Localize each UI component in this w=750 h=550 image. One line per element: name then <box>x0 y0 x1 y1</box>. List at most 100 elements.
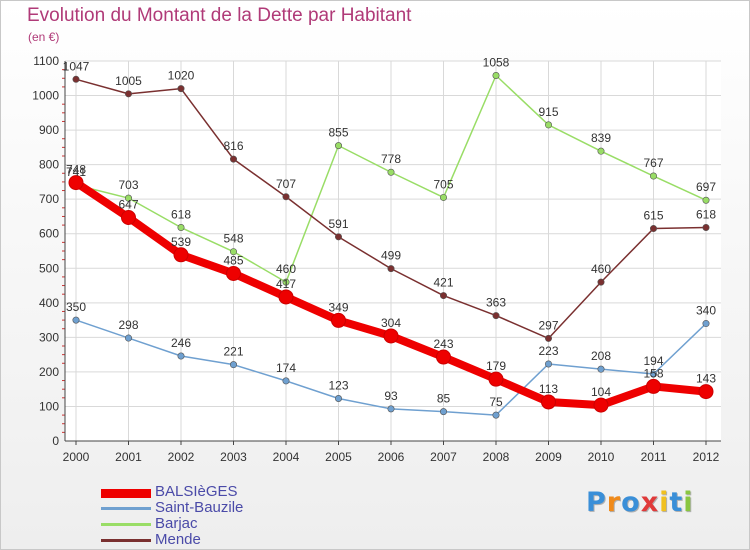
data-label: 499 <box>381 249 401 263</box>
data-label: 223 <box>538 344 558 358</box>
data-label: 741 <box>66 165 86 179</box>
data-point <box>125 194 133 202</box>
y-tick-label: 500 <box>39 261 59 275</box>
data-label: 539 <box>171 235 191 249</box>
x-tick-label: 2009 <box>535 450 562 464</box>
data-point <box>334 395 342 403</box>
data-point <box>334 142 342 150</box>
logo-letter: i <box>659 487 670 518</box>
y-tick-label: 900 <box>39 123 59 137</box>
y-tick-label: 300 <box>39 330 59 344</box>
data-label: 703 <box>118 178 138 192</box>
data-point <box>439 292 447 300</box>
x-tick-label: 2004 <box>273 450 300 464</box>
data-label: 417 <box>276 277 296 291</box>
data-label: 174 <box>276 361 296 375</box>
data-label: 194 <box>643 354 663 368</box>
data-label: 485 <box>223 253 243 267</box>
data-point <box>278 289 294 305</box>
data-point <box>492 312 500 320</box>
data-label: 767 <box>643 156 663 170</box>
data-point <box>597 278 605 286</box>
legend-label: Saint-Bauzile <box>155 499 244 516</box>
data-label: 340 <box>696 304 716 318</box>
y-tick-label: 100 <box>39 399 59 413</box>
data-point <box>125 90 133 98</box>
data-label: 615 <box>643 209 663 223</box>
data-label: 1058 <box>483 56 510 70</box>
data-point <box>698 384 714 400</box>
data-point <box>544 121 552 129</box>
data-label: 647 <box>118 197 138 211</box>
data-point <box>649 370 657 378</box>
data-point <box>597 365 605 373</box>
data-point <box>436 349 451 365</box>
x-tick-label: 2010 <box>588 450 615 464</box>
data-label: 350 <box>66 300 86 314</box>
data-point <box>331 312 346 328</box>
data-point <box>230 248 238 256</box>
legend-label: Mende <box>155 531 201 548</box>
data-label: 697 <box>696 180 716 194</box>
data-label: 113 <box>539 382 558 396</box>
data-point <box>230 361 238 369</box>
data-label: 816 <box>223 139 243 153</box>
data-label: 705 <box>433 177 453 191</box>
logo-letter: x <box>640 487 660 518</box>
data-label: 421 <box>433 276 453 290</box>
data-point <box>439 408 447 416</box>
x-tick-label: 2008 <box>483 450 510 464</box>
x-tick-label: 2012 <box>693 450 720 464</box>
logo-letter: r <box>606 487 622 518</box>
data-point <box>702 320 710 328</box>
x-tick-label: 2007 <box>430 450 457 464</box>
y-tick-label: 1000 <box>32 89 59 103</box>
logo-letter: t <box>669 487 684 518</box>
data-label: 243 <box>433 337 453 351</box>
data-point <box>646 378 661 394</box>
data-label: 208 <box>591 349 611 363</box>
data-point <box>492 72 500 80</box>
data-label: 179 <box>486 359 506 373</box>
data-point <box>544 360 552 368</box>
y-tick-label: 0 <box>52 434 59 448</box>
data-point <box>649 172 657 180</box>
chart-title: Evolution du Montant de la Dette par Hab… <box>27 5 412 26</box>
legend-swatch <box>101 539 151 542</box>
y-tick-label: 1100 <box>33 54 59 68</box>
legend-swatch <box>101 523 151 526</box>
data-point <box>492 411 500 419</box>
y-tick-label: 600 <box>39 227 59 241</box>
data-point <box>177 352 185 360</box>
data-point <box>544 334 552 342</box>
data-point <box>387 265 395 273</box>
data-point <box>226 265 241 281</box>
data-label: 363 <box>486 296 506 310</box>
data-label: 75 <box>489 395 503 409</box>
data-label: 221 <box>223 345 243 359</box>
data-label: 158 <box>643 366 663 380</box>
data-label: 460 <box>276 262 296 276</box>
data-point <box>649 225 657 233</box>
data-point <box>177 224 185 232</box>
data-label: 707 <box>276 177 296 191</box>
data-label: 548 <box>223 232 243 246</box>
data-point <box>702 224 710 232</box>
data-point <box>488 371 504 387</box>
data-label: 618 <box>696 208 716 222</box>
data-point <box>125 334 133 342</box>
y-tick-label: 400 <box>39 296 59 310</box>
data-label: 778 <box>381 152 401 166</box>
data-point <box>72 316 80 324</box>
data-label: 246 <box>171 336 191 350</box>
data-point <box>68 175 84 191</box>
x-tick-label: 2011 <box>641 450 667 464</box>
data-point <box>230 155 238 163</box>
x-tick-label: 2001 <box>115 450 142 464</box>
data-point <box>387 405 395 413</box>
legend-label: BALSIèGES <box>155 483 238 500</box>
chart-subtitle: (en €) <box>28 30 60 44</box>
data-point <box>597 147 605 155</box>
data-label: 855 <box>328 126 348 140</box>
